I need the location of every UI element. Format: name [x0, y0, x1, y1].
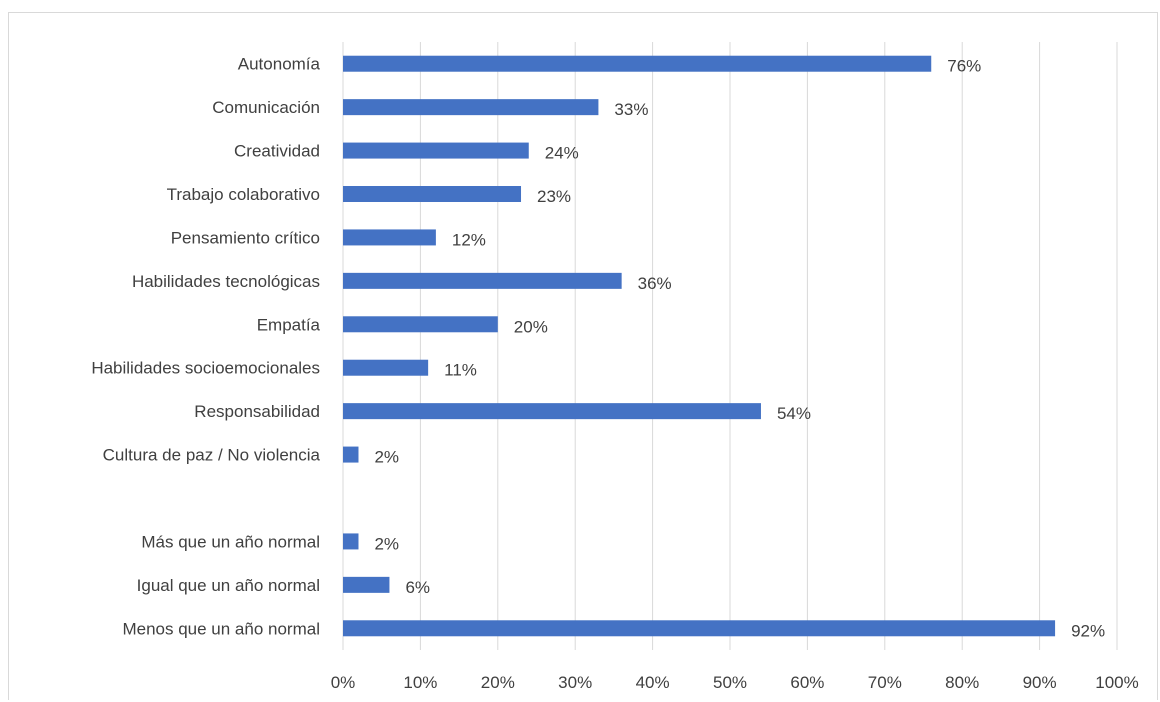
category-label: Pensamiento crítico [171, 228, 320, 247]
bar [343, 403, 761, 420]
chart-frame [8, 12, 1158, 700]
data-label: 54% [777, 404, 811, 423]
category-label: Trabajo colaborativo [167, 185, 320, 204]
data-label: 92% [1071, 621, 1105, 640]
category-label: Igual que un año normal [137, 576, 320, 595]
category-label: Comunicación [212, 98, 320, 117]
data-label: 6% [405, 578, 430, 597]
x-tick-label: 40% [636, 673, 670, 692]
category-label: Más que un año normal [141, 532, 320, 551]
bar [343, 272, 622, 289]
data-label: 20% [514, 317, 548, 336]
data-label: 33% [614, 100, 648, 119]
bars [343, 55, 1056, 637]
data-labels: 76% 33% 24% 23% 12% 36% 20% 11% 54% 2% 2% 6% 92% [374, 57, 1105, 641]
data-label: 24% [545, 144, 579, 163]
bar [343, 316, 498, 333]
category-label: Habilidades socioemocionales [91, 359, 320, 378]
category-label: Cultura de paz / No violencia [103, 446, 321, 465]
category-label: Habilidades tecnológicas [132, 272, 320, 291]
x-tick-label: 20% [481, 673, 515, 692]
bar [343, 576, 390, 593]
data-label: 12% [452, 230, 486, 249]
data-label: 2% [374, 534, 399, 553]
category-label: Autonomía [238, 55, 321, 74]
category-labels: Autonomía Comunicación Creatividad Trabajo … [91, 55, 320, 639]
bar [343, 186, 522, 202]
data-label: 2% [374, 448, 399, 467]
x-tick-label: 10% [403, 673, 437, 692]
category-label: Empatía [257, 315, 321, 334]
x-tick-label: 90% [1023, 673, 1057, 692]
bar [343, 620, 1056, 637]
category-label: Responsabilidad [194, 402, 320, 421]
x-tick-label: 60% [790, 673, 824, 692]
x-tick-label: 80% [945, 673, 979, 692]
bar [343, 142, 529, 159]
x-tick-label: 50% [713, 673, 747, 692]
category-label: Creatividad [234, 142, 320, 161]
bar [343, 446, 359, 463]
bar [343, 533, 359, 550]
gridlines [342, 42, 1118, 650]
bar [343, 359, 429, 376]
x-tick-label: 30% [558, 673, 592, 692]
x-tick-labels: 0% 10% 20% 30% 40% 50% 60% 70% 80% 90% 100% [331, 673, 1139, 692]
x-tick-label: 70% [868, 673, 902, 692]
data-label: 76% [947, 57, 981, 76]
data-label: 11% [444, 361, 477, 380]
x-tick-label: 0% [331, 673, 356, 692]
bar [343, 99, 599, 116]
bar [343, 229, 436, 246]
data-label: 36% [638, 274, 672, 293]
data-label: 23% [537, 187, 571, 206]
category-label: Menos que un año normal [122, 619, 320, 638]
bar [343, 55, 932, 72]
x-tick-label: 100% [1095, 673, 1138, 692]
